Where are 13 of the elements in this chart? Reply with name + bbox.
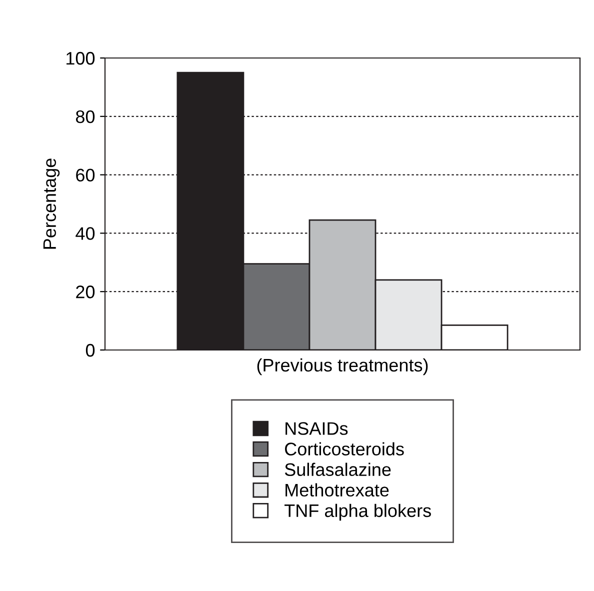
y-tick-label: 40 — [76, 227, 95, 240]
legend-label: Sulfasalazine — [284, 462, 391, 476]
legend-label: Corticosteroids — [285, 442, 404, 456]
x-tick-label: (Previous treatments) — [257, 358, 428, 376]
y-tick-label: 60 — [76, 168, 95, 182]
y-axis-title: Percentage — [43, 158, 60, 249]
y-tick-label: 0 — [86, 344, 95, 357]
y-tick-label: 80 — [76, 110, 95, 124]
legend-label: Methotrexate — [286, 483, 389, 497]
legend-label: NSAIDs — [286, 422, 348, 435]
y-tick-label: 20 — [76, 286, 95, 298]
y-tick-label: 100 — [66, 52, 95, 65]
legend-label: TNF alpha blokers — [284, 504, 431, 521]
